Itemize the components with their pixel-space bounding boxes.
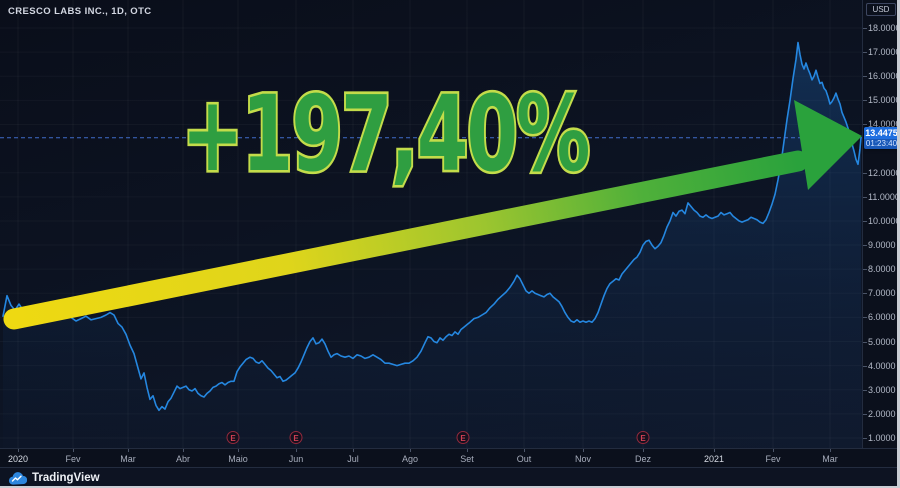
earnings-marker[interactable]: E (226, 431, 240, 444)
time-tick-mark (467, 449, 468, 452)
price-tick-label: 10.0000 (868, 215, 900, 226)
price-tick-mark (863, 124, 867, 126)
time-tick-mark (773, 449, 774, 452)
earnings-marker[interactable]: E (289, 431, 303, 444)
earnings-marker[interactable]: E (636, 431, 650, 444)
time-axis[interactable]: 2020 Fev Mar Abr Maio Jun Jul Ago Set Out Nov Dez 20… (0, 448, 900, 467)
time-tick-label-set: Set (460, 454, 474, 464)
price-tick-label: 3.0000 (868, 384, 896, 395)
current-price-value: 13.4475 (864, 127, 899, 139)
price-tick-mark (863, 220, 867, 222)
price-tick-label: 9.0000 (868, 240, 896, 251)
price-axis[interactable]: USD 18.0000 17.0000 16.0000 15.0000 14.0000 1… (862, 0, 900, 448)
time-tick-mark (353, 449, 354, 452)
time-tick-label-abr: Abr (175, 454, 191, 464)
time-tick-mark (524, 449, 525, 452)
price-tick-mark (863, 438, 867, 439)
window-frame-right-edge (897, 0, 900, 488)
time-tick-label-mar: Mar (822, 454, 838, 464)
time-tick-label-2020: 2020 (7, 454, 29, 464)
price-tick-mark (863, 413, 867, 415)
time-tick-label-maio: Maio (228, 454, 248, 464)
time-tick-mark (643, 449, 644, 452)
time-tick-mark (410, 449, 411, 452)
symbol-title: CRESCO LABS INC., 1D, OTC (8, 6, 152, 17)
price-tick-label: 5.0000 (868, 336, 896, 347)
price-tick-mark (863, 100, 867, 102)
time-tick-mark (296, 449, 297, 452)
price-tick-mark (863, 28, 867, 29)
price-tick-label: 8.0000 (868, 264, 896, 275)
time-tick-mark (128, 449, 129, 452)
time-tick-mark (183, 449, 184, 452)
area-fill (3, 42, 861, 448)
tradingview-logo[interactable]: TradingView (8, 471, 100, 486)
footer-bar: TradingView (0, 467, 900, 488)
price-tick-label: 1.0000 (868, 433, 896, 443)
time-tick-mark (714, 449, 715, 452)
tradingview-cloud-icon (8, 471, 27, 485)
price-tick-mark (863, 365, 867, 367)
time-tick-label-fev: Fev (65, 454, 81, 464)
tradingview-logo-text: TradingView (32, 472, 100, 484)
time-tick-label-out: Out (516, 454, 532, 464)
price-tick-mark (863, 52, 867, 54)
bar-close-countdown: 01:23:40 (864, 139, 899, 149)
price-tick-label: 12.0000 (868, 167, 900, 178)
time-tick-label-mar: Mar (120, 454, 136, 464)
window-frame-bottom-edge (0, 486, 900, 488)
price-tick-mark (863, 341, 867, 343)
time-tick-mark (830, 449, 831, 452)
price-tick-mark (863, 196, 867, 198)
price-tick-label: 6.0000 (868, 312, 896, 323)
time-tick-mark (18, 449, 19, 452)
time-tick-mark (583, 449, 584, 452)
price-tick-mark (863, 245, 867, 247)
time-tick-label-fev: Fev (765, 454, 781, 464)
time-tick-mark (238, 449, 239, 452)
price-tick-label: 18.0000 (868, 23, 900, 33)
price-tick-mark (863, 172, 867, 174)
price-tick-label: 14.0000 (868, 119, 900, 130)
price-tick-label: 17.0000 (868, 47, 900, 58)
time-tick-mark (73, 449, 74, 452)
time-tick-label-ago: Ago (401, 454, 419, 464)
price-tick-label: 2.0000 (868, 408, 896, 419)
time-tick-label-dez: Dez (634, 454, 652, 464)
price-tick-mark (863, 76, 867, 78)
time-tick-label-nov: Nov (574, 454, 592, 464)
price-tick-label: 11.0000 (868, 191, 900, 202)
time-tick-label-2021: 2021 (703, 454, 725, 464)
time-tick-label-jul: Jul (347, 454, 359, 464)
current-price-tag[interactable]: 13.4475 01:23:40 (864, 127, 899, 149)
price-tick-label: 4.0000 (868, 360, 896, 371)
time-tick-label-jun: Jun (288, 454, 304, 464)
price-tick-mark (863, 269, 867, 271)
currency-badge[interactable]: USD (866, 3, 896, 16)
price-tick-mark (863, 293, 867, 295)
price-tick-label: 15.0000 (868, 95, 900, 106)
price-tick-mark (863, 317, 867, 319)
price-tick-mark (863, 389, 867, 391)
price-chart (0, 41, 862, 448)
price-tick-label: 16.0000 (868, 71, 900, 82)
price-tick-label: 7.0000 (868, 288, 896, 299)
earnings-marker[interactable]: E (456, 431, 470, 444)
